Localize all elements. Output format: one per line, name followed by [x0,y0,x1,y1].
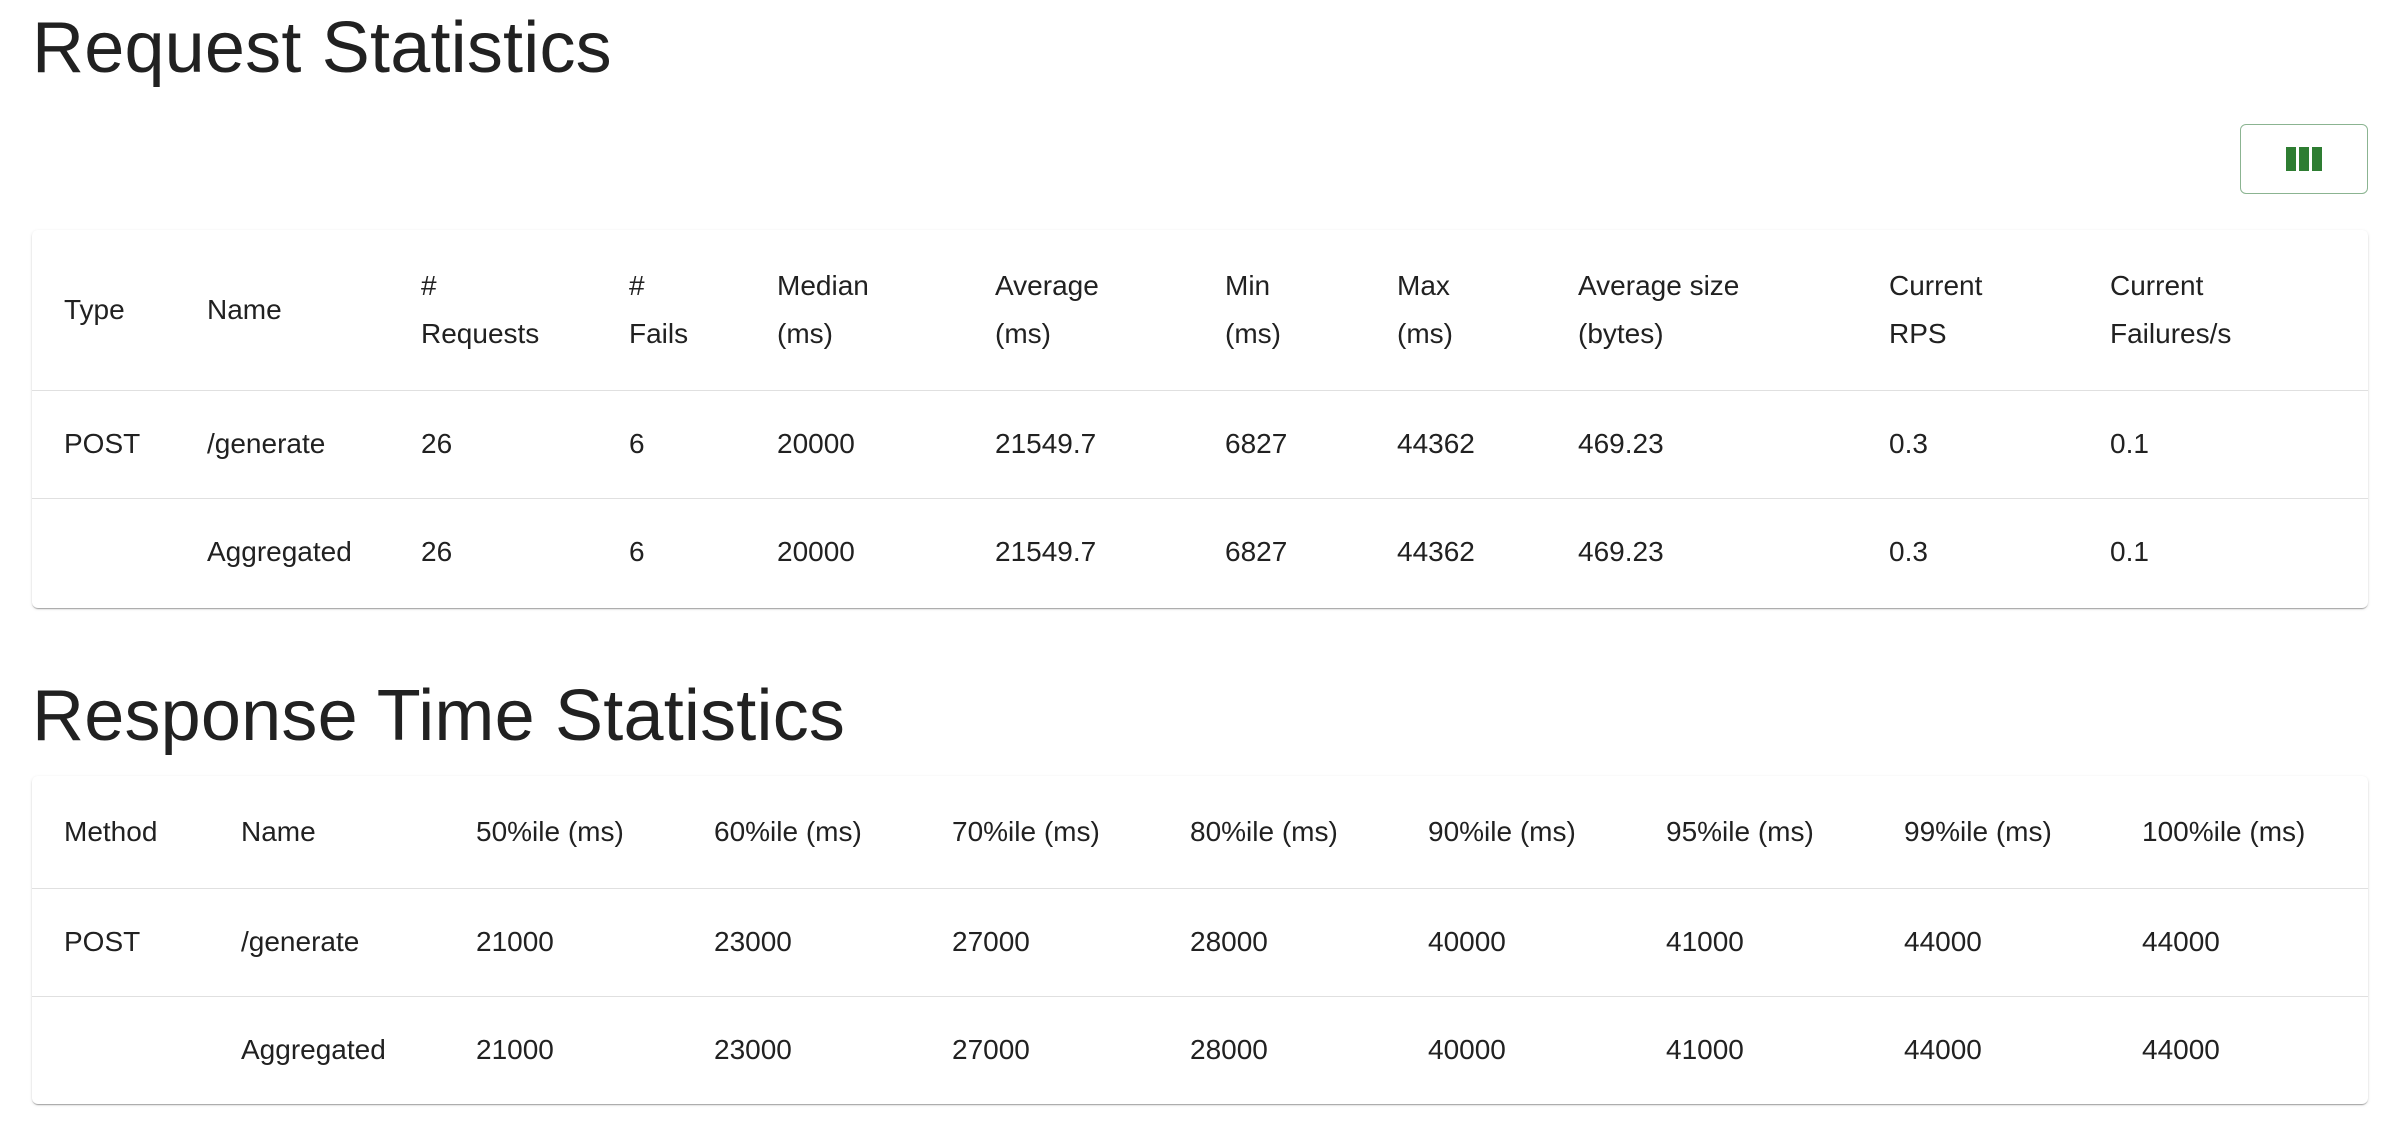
cell-name: Aggregated [241,1034,386,1066]
column-header-line: Average size [1578,269,1740,301]
column-header-p95[interactable]: 95%ile (ms) [1666,815,1814,847]
request-statistics-table: Type Name # Requests # Fails Median (ms) Av… [32,230,2368,606]
cell-type [32,498,175,606]
column-header-name[interactable]: Name [175,230,389,390]
cell-p50: 21000 [476,1034,554,1066]
cell-current-rps: 0.3 [1889,428,1928,459]
cell-fails: 6 [629,428,645,459]
cell-name: /generate [241,926,360,957]
column-header-line: Fails [629,317,689,349]
column-header-p100[interactable]: 100%ile (ms) [2142,815,2306,847]
column-header-average[interactable]: Average (ms) [963,230,1193,390]
request-statistics-table-card: Type Name # Requests # Fails Median (ms) Av… [32,230,2368,608]
column-header-line: (ms) [1397,317,1453,349]
cell-method [32,996,209,1104]
column-selector-button[interactable] [2240,124,2368,194]
cell-min: 6827 [1225,428,1288,459]
column-header-line: Current [2110,269,2204,301]
cell-p99: 44000 [1904,926,1982,957]
column-header-average-size[interactable]: Average size (bytes) [1546,230,1857,390]
cell-p60: 23000 [714,1034,792,1066]
view-columns-icon [2286,147,2322,171]
cell-p70: 27000 [952,926,1030,957]
column-header-current-failures[interactable]: Current Failures/s [2078,230,2368,390]
request-statistics-header-row: Type Name # Requests # Fails Median (ms) Av… [32,230,2368,390]
column-header-current-rps[interactable]: Current RPS [1857,230,2078,390]
cell-current-failures: 0.1 [2110,428,2149,459]
column-header-median[interactable]: Median (ms) [745,230,963,390]
cell-fails: 6 [629,536,645,568]
cell-median: 20000 [777,428,855,459]
column-header-line: Current [1889,269,1983,301]
column-header-line: Median [777,269,869,301]
column-header-line: Failures/s [2110,317,2232,349]
column-header-requests[interactable]: # Requests [389,230,597,390]
cell-max: 44362 [1397,428,1475,459]
cell-requests: 26 [421,536,453,568]
column-header-line: # [629,269,645,301]
cell-current-rps: 0.3 [1889,536,1928,568]
response-time-statistics-table: Method Name 50%ile (ms) 60%ile (ms) 70%i… [32,776,2368,1104]
cell-average-size: 469.23 [1578,428,1664,459]
column-header-p70[interactable]: 70%ile (ms) [952,815,1100,847]
response-time-header-row: Method Name 50%ile (ms) 60%ile (ms) 70%i… [32,776,2368,888]
request-statistics-title: Request Statistics [32,8,612,88]
column-header-p99[interactable]: 99%ile (ms) [1904,815,2052,847]
cell-name: /generate [207,428,326,459]
cell-p70: 27000 [952,1034,1030,1066]
column-header-line: RPS [1889,317,1947,349]
cell-p90: 40000 [1428,926,1506,957]
column-header-fails[interactable]: # Fails [597,230,745,390]
column-header-min[interactable]: Min (ms) [1193,230,1365,390]
column-header-line: Requests [421,317,540,349]
column-header-p80[interactable]: 80%ile (ms) [1190,815,1338,847]
response-time-statistics-title: Response Time Statistics [32,676,846,756]
column-header-line: Type [64,293,125,325]
cell-p80: 28000 [1190,1034,1268,1066]
cell-p100: 44000 [2142,926,2220,957]
column-header-line: Name [207,293,282,325]
cell-type: POST [64,428,141,459]
cell-p95: 41000 [1666,926,1744,957]
column-header-line: (ms) [995,317,1051,349]
column-header-max[interactable]: Max (ms) [1365,230,1546,390]
column-header-line: Max [1397,269,1450,301]
cell-average: 21549.7 [995,428,1097,459]
cell-p95: 41000 [1666,1034,1744,1066]
cell-name: Aggregated [207,536,352,568]
cell-min: 6827 [1225,536,1288,568]
table-row: POST /generate 21000 23000 27000 28000 4… [32,888,2368,996]
column-header-name[interactable]: Name [241,815,316,847]
column-header-line: # [421,269,437,301]
cell-current-failures: 0.1 [2110,536,2149,568]
cell-p99: 44000 [1904,1034,1982,1066]
response-time-statistics-table-card: Method Name 50%ile (ms) 60%ile (ms) 70%i… [32,776,2368,1104]
column-header-method[interactable]: Method [64,815,158,847]
table-row: POST /generate 26 6 20000 21549.7 6827 4… [32,390,2368,498]
cell-p100: 44000 [2142,1034,2220,1066]
column-header-line: Min [1225,269,1271,301]
cell-p90: 40000 [1428,1034,1506,1066]
table-row: Aggregated 26 6 20000 21549.7 6827 44362… [32,498,2368,606]
column-header-line: (ms) [1225,317,1281,349]
cell-p80: 28000 [1190,926,1268,957]
column-header-line: (bytes) [1578,317,1664,349]
column-header-line: Average [995,269,1099,301]
cell-p50: 21000 [476,926,554,957]
cell-max: 44362 [1397,536,1475,568]
cell-average-size: 469.23 [1578,536,1664,568]
cell-method: POST [64,926,141,957]
column-header-p50[interactable]: 50%ile (ms) [476,815,624,847]
column-header-line: (ms) [777,317,833,349]
cell-median: 20000 [777,536,855,568]
column-header-type[interactable]: Type [32,230,175,390]
column-header-p90[interactable]: 90%ile (ms) [1428,815,1576,847]
table-row: Aggregated 21000 23000 27000 28000 40000… [32,996,2368,1104]
cell-p60: 23000 [714,926,792,957]
column-header-p60[interactable]: 60%ile (ms) [714,815,862,847]
cell-requests: 26 [421,428,453,459]
cell-average: 21549.7 [995,536,1097,568]
